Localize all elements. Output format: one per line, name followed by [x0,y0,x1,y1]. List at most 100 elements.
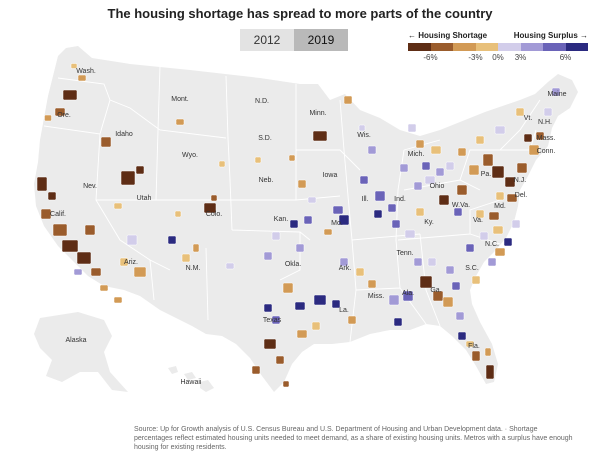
metro-area[interactable] [70,63,78,69]
metro-area[interactable] [484,347,492,357]
metro-area[interactable] [359,175,369,185]
metro-area[interactable] [47,191,57,201]
metro-area[interactable] [84,224,96,236]
metro-area[interactable] [432,290,444,302]
metro-area[interactable] [343,95,353,105]
metro-area[interactable] [455,311,465,321]
metro-area[interactable] [424,175,436,185]
metro-area[interactable] [457,147,467,157]
metro-area[interactable] [167,235,177,245]
metro-area[interactable] [133,266,147,278]
metro-area[interactable] [419,275,433,289]
metro-area[interactable] [374,190,386,202]
metro-area[interactable] [355,267,365,277]
metro-area[interactable] [404,229,416,239]
metro-area[interactable] [61,239,79,253]
metro-area[interactable] [491,165,505,179]
metro-area[interactable] [523,133,533,143]
metro-area[interactable] [511,219,521,229]
metro-area[interactable] [181,253,191,263]
metro-area[interactable] [485,364,495,380]
metro-area[interactable] [543,107,553,117]
year-toggle[interactable]: 2012 2019 [240,29,348,51]
metro-area[interactable] [427,257,437,267]
metro-area[interactable] [421,161,431,171]
metro-area[interactable] [294,301,306,311]
metro-area[interactable] [516,162,528,174]
year-2019-button[interactable]: 2019 [294,29,348,51]
metro-area[interactable] [457,331,467,341]
metro-area[interactable] [331,299,341,309]
metro-area[interactable] [297,179,307,189]
metro-area[interactable] [471,350,481,362]
metro-area[interactable] [76,251,92,265]
metro-area[interactable] [254,156,262,164]
metro-area[interactable] [313,294,327,306]
metro-area[interactable] [494,125,506,135]
metro-area[interactable] [77,74,87,82]
metro-area[interactable] [475,135,485,145]
metro-area[interactable] [407,123,417,133]
metro-area[interactable] [393,317,403,327]
metro-area[interactable] [332,205,344,215]
metro-area[interactable] [282,282,294,294]
metro-area[interactable] [282,380,290,388]
metro-area[interactable] [468,164,480,176]
metro-area[interactable] [135,165,145,175]
metro-area[interactable] [120,170,136,186]
metro-area[interactable] [289,219,299,229]
metro-area[interactable] [225,262,235,270]
year-2012-button[interactable]: 2012 [240,29,294,51]
metro-area[interactable] [415,139,425,149]
metro-area[interactable] [263,338,277,350]
metro-area[interactable] [288,154,296,162]
metro-area[interactable] [263,251,273,261]
metro-area[interactable] [494,247,506,257]
metro-area[interactable] [435,167,445,177]
metro-area[interactable] [126,234,138,246]
metro-area[interactable] [430,145,442,155]
metro-area[interactable] [36,176,48,192]
metro-area[interactable] [338,214,350,226]
metro-area[interactable] [113,296,123,304]
metro-area[interactable] [391,219,401,229]
metro-area[interactable] [347,315,357,325]
metro-area[interactable] [62,89,78,101]
metro-area[interactable] [487,257,497,267]
metro-area[interactable] [465,340,475,348]
metro-area[interactable] [99,284,109,292]
metro-area[interactable] [312,130,328,142]
metro-area[interactable] [192,243,200,253]
metro-area[interactable] [479,231,489,241]
metro-area[interactable] [453,207,463,217]
metro-area[interactable] [402,290,414,302]
metro-area[interactable] [551,87,561,97]
metro-area[interactable] [251,365,261,375]
metro-area[interactable] [438,194,450,206]
metro-area[interactable] [339,257,349,267]
metro-area[interactable] [471,275,481,285]
metro-area[interactable] [175,118,185,126]
metro-area[interactable] [492,225,504,235]
metro-area[interactable] [323,228,333,236]
metro-area[interactable] [100,136,112,148]
metro-area[interactable] [445,161,455,171]
metro-area[interactable] [482,153,494,167]
metro-area[interactable] [388,294,400,306]
metro-area[interactable] [218,160,226,168]
metro-area[interactable] [174,210,182,218]
metro-area[interactable] [44,114,52,122]
metro-area[interactable] [495,191,505,201]
metro-area[interactable] [275,355,285,365]
metro-area[interactable] [203,202,217,214]
metro-area[interactable] [358,124,366,132]
metro-area[interactable] [52,223,68,237]
metro-area[interactable] [296,329,308,339]
metro-area[interactable] [415,207,425,217]
metro-area[interactable] [535,131,545,141]
metro-area[interactable] [399,163,409,173]
metro-area[interactable] [113,202,123,210]
metro-area[interactable] [73,268,83,276]
metro-area[interactable] [465,243,475,253]
metro-area[interactable] [456,184,468,196]
